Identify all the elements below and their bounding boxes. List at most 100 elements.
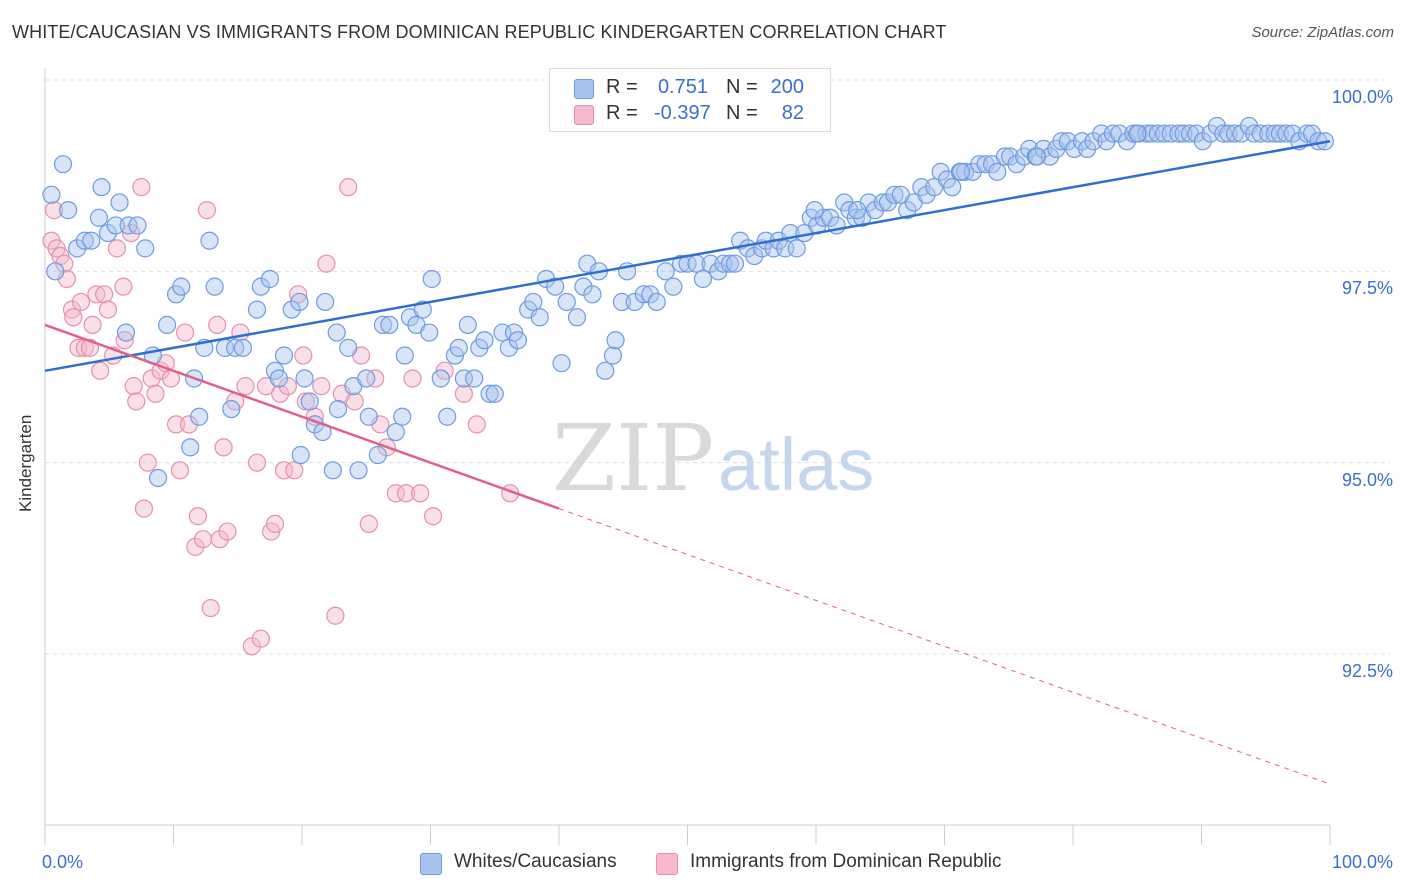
- white-point: [943, 178, 962, 197]
- white-trend-line: [44, 139, 1331, 373]
- white-point: [316, 292, 335, 312]
- dominican-point: [339, 178, 358, 197]
- white-point: [106, 216, 125, 235]
- white-point: [222, 399, 241, 419]
- white-point: [359, 407, 378, 426]
- white-point: [148, 468, 168, 488]
- dominican-point: [44, 201, 64, 220]
- series-dominican-points: [42, 178, 520, 656]
- white-point: [226, 338, 245, 357]
- dominican-point: [134, 499, 154, 518]
- white-point: [373, 315, 393, 335]
- dominican-point: [124, 377, 143, 396]
- legend-n-value: 200: [770, 76, 804, 98]
- white-point: [190, 407, 209, 426]
- white-point: [349, 461, 368, 480]
- dominican-point: [218, 522, 237, 541]
- white-point: [647, 292, 666, 312]
- white-point: [583, 285, 602, 304]
- white-point: [1232, 124, 1251, 143]
- dominican-point: [454, 384, 474, 403]
- white-point: [323, 461, 342, 480]
- legend-row-white: R = 0.751 N = 200: [550, 75, 830, 101]
- white-point: [664, 277, 683, 296]
- dominican-point: [231, 323, 250, 342]
- dominican-point: [294, 346, 313, 365]
- white-point: [567, 308, 587, 327]
- dominican-point: [208, 315, 227, 335]
- white-point: [1103, 124, 1122, 143]
- dominican-point: [87, 285, 106, 304]
- white-point: [98, 223, 118, 243]
- legend-swatch-dominican: [656, 853, 678, 875]
- white-point: [546, 277, 565, 296]
- white-point: [1007, 155, 1026, 174]
- legend-n-label: N =: [726, 102, 758, 124]
- dominican-point: [95, 285, 114, 304]
- dominican-trend-extension: [558, 508, 1331, 785]
- white-point: [1161, 124, 1180, 143]
- white-point: [701, 254, 720, 273]
- white-point: [596, 361, 615, 380]
- dominican-point: [127, 392, 146, 411]
- watermark: ZIP atlas: [552, 405, 874, 512]
- dominican-point: [115, 331, 134, 350]
- legend-n-label: N =: [726, 76, 758, 98]
- white-point: [988, 162, 1007, 181]
- dominican-point: [91, 361, 110, 380]
- white-point: [46, 262, 65, 281]
- dominican-point: [175, 323, 195, 342]
- white-point: [247, 300, 267, 319]
- white-point: [787, 239, 806, 258]
- dominican-point: [210, 530, 229, 549]
- white-point: [75, 231, 94, 250]
- trend-lines: [44, 139, 1331, 785]
- x-tick-label: 100.0%: [1331, 852, 1393, 872]
- white-point: [200, 231, 219, 250]
- white-point: [1225, 124, 1245, 143]
- white-point: [475, 331, 494, 350]
- dominican-point: [214, 438, 233, 457]
- legend-label-white: Whites/Caucasians: [454, 851, 617, 872]
- white-point: [552, 354, 571, 373]
- legend-r-value: -0.397: [654, 102, 711, 124]
- y-tick-label: 92.5%: [1341, 661, 1393, 681]
- white-point: [233, 338, 252, 357]
- legend-label-dominican: Immigrants from Dominican Republic: [690, 851, 1002, 872]
- white-point: [885, 185, 904, 204]
- white-point: [612, 292, 632, 312]
- white-point: [603, 346, 623, 365]
- dominican-point: [193, 530, 213, 549]
- white-point: [952, 162, 971, 181]
- y-tick-label: 97.5%: [1341, 278, 1393, 299]
- dominican-point: [107, 239, 127, 258]
- dominican-point: [312, 377, 331, 396]
- dominican-point: [251, 629, 270, 648]
- white-point: [181, 438, 200, 457]
- white-point: [260, 269, 279, 289]
- white-point: [205, 277, 224, 296]
- white-point: [290, 292, 309, 312]
- white-point: [848, 201, 867, 220]
- watermark-zip: ZIP: [552, 405, 714, 512]
- white-point: [53, 155, 73, 174]
- white-point: [422, 269, 441, 289]
- white-point: [172, 277, 191, 296]
- white-point: [480, 384, 499, 403]
- legend-r-label: R =: [606, 102, 638, 124]
- dominican-point: [188, 507, 208, 526]
- white-point: [1219, 124, 1238, 143]
- dominican-point: [411, 484, 430, 503]
- dominican-point: [317, 254, 336, 273]
- white-point: [671, 254, 691, 273]
- legend-swatch-dominican: [574, 105, 594, 125]
- white-point: [291, 445, 310, 465]
- dominican-point: [132, 178, 151, 197]
- dominican-point: [186, 537, 205, 556]
- white-point: [42, 185, 61, 204]
- white-point: [458, 315, 477, 335]
- white-point: [1174, 124, 1193, 143]
- white-point: [1245, 124, 1264, 143]
- white-point: [431, 369, 450, 388]
